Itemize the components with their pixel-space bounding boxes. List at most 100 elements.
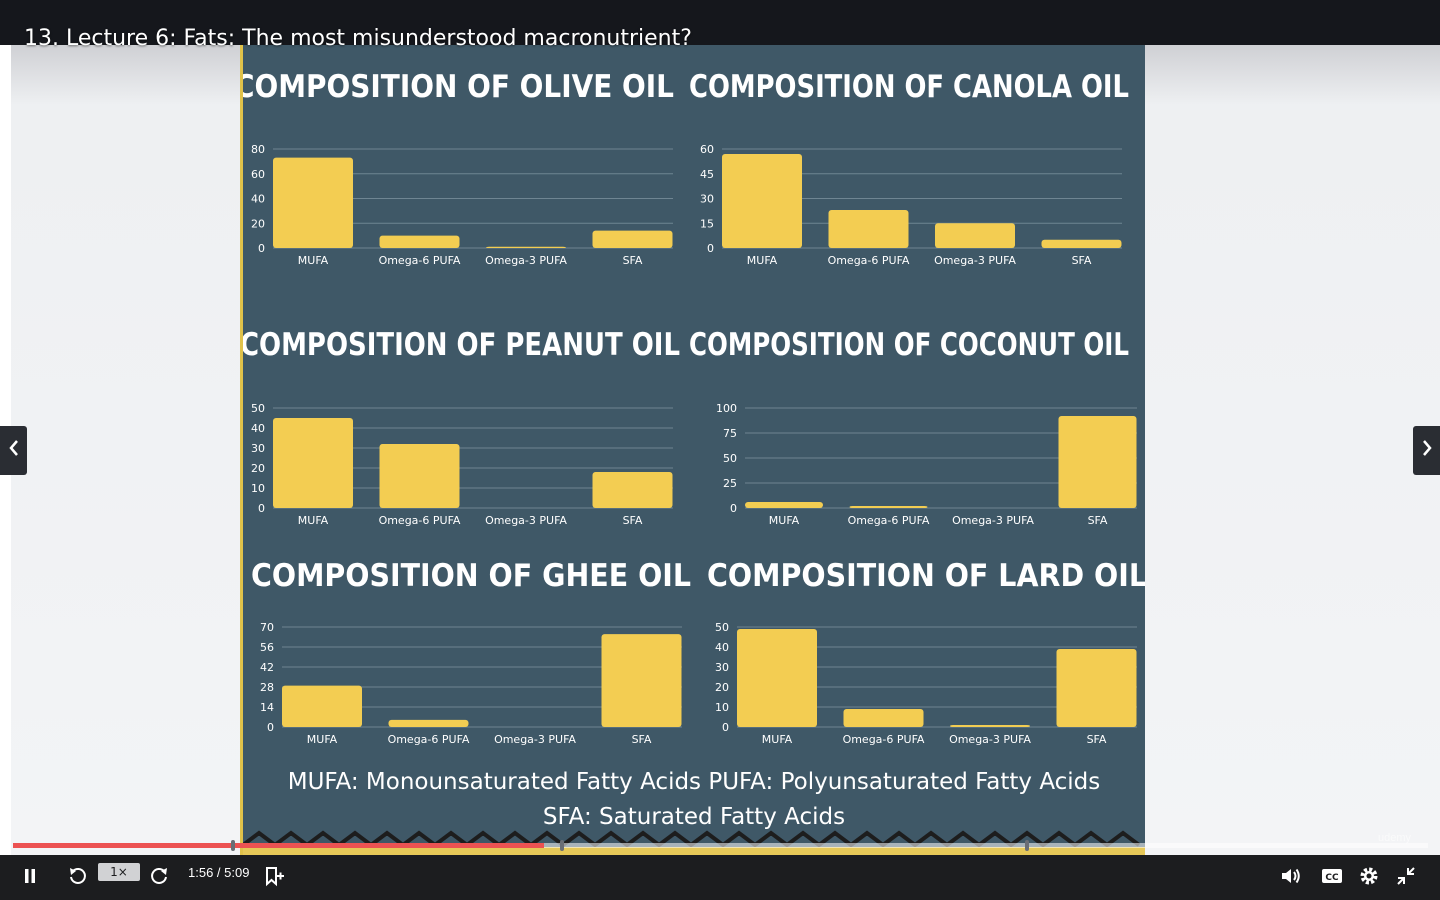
- bar-omega-6-pufa: [388, 719, 469, 727]
- y-tick-label: 50: [251, 402, 265, 415]
- y-tick-label: 42: [260, 661, 274, 674]
- add-note-icon: [263, 865, 285, 891]
- y-tick-label: 60: [700, 143, 714, 156]
- bar-sfa: [1058, 416, 1137, 508]
- y-tick-label: 100: [716, 402, 737, 415]
- y-tick-label: 0: [258, 242, 265, 255]
- settings-button[interactable]: [1355, 855, 1383, 900]
- y-tick-label: 40: [715, 641, 729, 654]
- y-tick-label: 10: [251, 482, 265, 495]
- y-tick-label: 0: [267, 721, 274, 734]
- volume-icon: [1280, 866, 1302, 890]
- y-tick-label: 30: [700, 193, 714, 206]
- chart-5: COMPOSITION OF GHEE OIL 70 56 42 28 14 0 MUFA Om…: [251, 558, 691, 746]
- bar-omega-6-pufa: [828, 210, 909, 248]
- bar-omega-6-pufa: [379, 235, 460, 248]
- chart-3: COMPOSITION OF PEANUT OIL 50 40 30 20 10 0 MUFA…: [240, 327, 680, 527]
- bar-mufa: [722, 153, 802, 248]
- y-tick-label: 80: [251, 143, 265, 156]
- category-label: Omega-6 PUFA: [388, 733, 470, 746]
- chart-1: COMPOSITION OF OLIVE OIL 80 60 40 20 0 MUFA Ome…: [234, 69, 674, 267]
- category-label: MUFA: [298, 254, 329, 267]
- captions-icon: CC: [1321, 867, 1343, 889]
- bar-sfa: [592, 230, 673, 248]
- chart-title: COMPOSITION OF OLIVE OIL: [243, 69, 674, 105]
- category-label: Omega-6 PUFA: [379, 514, 461, 527]
- fullscreen-button[interactable]: [1392, 855, 1420, 900]
- category-label: Omega-6 PUFA: [828, 254, 910, 267]
- category-label: Omega-3 PUFA: [485, 254, 567, 267]
- bar-sfa: [1041, 239, 1122, 248]
- prev-lecture-button[interactable]: [0, 426, 27, 475]
- bar-mufa: [282, 685, 362, 727]
- chevron-right-icon: [1421, 438, 1433, 463]
- y-tick-label: 14: [260, 701, 274, 714]
- y-tick-label: 70: [260, 621, 274, 634]
- add-note-button[interactable]: [260, 855, 288, 900]
- captions-button[interactable]: CC: [1318, 855, 1346, 900]
- category-label: Omega-6 PUFA: [379, 254, 461, 267]
- y-tick-label: 40: [251, 193, 265, 206]
- top-bar: [0, 0, 1440, 45]
- bar-mufa: [737, 629, 817, 727]
- chart-title: COMPOSITION OF GHEE OIL: [251, 558, 691, 594]
- time-display: 1:56 / 5:09: [188, 865, 250, 880]
- rewind-5-icon: [67, 866, 87, 890]
- bookmark-marker[interactable]: [560, 840, 564, 851]
- chart-title: COMPOSITION OF CANOLA OIL: [689, 69, 1129, 105]
- svg-text:CC: CC: [1325, 873, 1339, 883]
- bar-omega-3-pufa: [935, 223, 1015, 248]
- category-label: SFA: [632, 733, 652, 746]
- bottom-band: [243, 847, 1145, 855]
- category-label: MUFA: [307, 733, 338, 746]
- y-tick-label: 50: [723, 452, 737, 465]
- y-tick-label: 15: [700, 217, 714, 230]
- bar-omega-6-pufa: [843, 709, 924, 727]
- bar-sfa: [1056, 649, 1137, 727]
- category-label: Omega-3 PUFA: [952, 514, 1034, 527]
- slide: MUFA: Monounsaturated Fatty Acids PUFA: …: [234, 45, 1147, 855]
- next-lecture-button[interactable]: [1413, 426, 1440, 475]
- category-label: SFA: [623, 254, 643, 267]
- bar-mufa: [273, 418, 353, 508]
- progress-bar[interactable]: [13, 840, 1428, 851]
- y-tick-label: 20: [251, 462, 265, 475]
- y-tick-label: 0: [707, 242, 714, 255]
- y-tick-label: 28: [260, 681, 274, 694]
- volume-button[interactable]: [1277, 855, 1305, 900]
- bar-sfa: [592, 472, 673, 508]
- category-label: Omega-3 PUFA: [934, 254, 1016, 267]
- pause-icon: [23, 868, 37, 888]
- bookmark-marker[interactable]: [231, 840, 235, 851]
- chart-title: COMPOSITION OF PEANUT OIL: [243, 327, 680, 363]
- y-tick-label: 75: [723, 427, 737, 440]
- rewind-button[interactable]: [63, 855, 91, 900]
- gear-icon: [1358, 865, 1380, 891]
- forward-button[interactable]: [146, 855, 174, 900]
- bar-omega-3-pufa: [950, 725, 1030, 727]
- bar-omega-3-pufa: [486, 246, 566, 248]
- y-tick-label: 60: [251, 168, 265, 181]
- pause-button[interactable]: [16, 855, 44, 900]
- chart-4: COMPOSITION OF COCONUT OIL 100 75 50 25 0 MUFA…: [689, 327, 1137, 527]
- chart-6: COMPOSITION OF LARD OIL 50 40 30 20 10 0 MUFA Om…: [707, 558, 1147, 746]
- exit-fullscreen-icon: [1396, 866, 1416, 890]
- category-label: Omega-3 PUFA: [949, 733, 1031, 746]
- bookmark-marker[interactable]: [1025, 840, 1029, 851]
- category-label: SFA: [1087, 733, 1107, 746]
- bar-mufa: [745, 502, 823, 508]
- player-controls: CC: [0, 855, 1440, 900]
- y-tick-label: 10: [715, 701, 729, 714]
- chart-title: COMPOSITION OF LARD OIL: [707, 558, 1145, 594]
- y-tick-label: 25: [723, 477, 737, 490]
- y-tick-label: 0: [722, 721, 729, 734]
- bar-mufa: [273, 157, 353, 248]
- y-tick-label: 20: [251, 217, 265, 230]
- playback-speed-button[interactable]: 1×: [98, 863, 140, 881]
- category-label: MUFA: [747, 254, 778, 267]
- y-tick-label: 0: [730, 502, 737, 515]
- y-tick-label: 30: [715, 661, 729, 674]
- chart-2: COMPOSITION OF CANOLA OIL 60 45 30 15 0 MUFA Om…: [689, 69, 1129, 267]
- y-tick-label: 40: [251, 422, 265, 435]
- progress-fill: [13, 843, 544, 848]
